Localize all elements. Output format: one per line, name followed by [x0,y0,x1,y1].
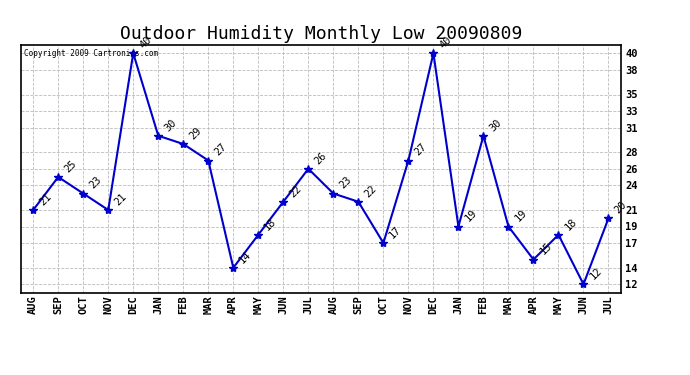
Text: 21: 21 [112,191,128,207]
Text: 30: 30 [488,117,504,133]
Text: 40: 40 [137,34,153,51]
Text: 23: 23 [88,175,103,191]
Text: 26: 26 [313,150,328,166]
Text: 19: 19 [513,208,529,224]
Text: 18: 18 [262,216,278,232]
Text: 21: 21 [37,191,53,207]
Text: 18: 18 [562,216,578,232]
Title: Outdoor Humidity Monthly Low 20090809: Outdoor Humidity Monthly Low 20090809 [119,26,522,44]
Text: 40: 40 [437,34,453,51]
Text: 22: 22 [362,183,378,199]
Text: Copyright 2009 Cartronics.com: Copyright 2009 Cartronics.com [23,49,158,58]
Text: 12: 12 [588,266,604,282]
Text: 20: 20 [613,200,629,216]
Text: 29: 29 [188,125,204,141]
Text: 15: 15 [538,241,553,257]
Text: 19: 19 [462,208,478,224]
Text: 27: 27 [213,142,228,158]
Text: 25: 25 [62,158,78,174]
Text: 27: 27 [413,142,428,158]
Text: 30: 30 [162,117,178,133]
Text: 23: 23 [337,175,353,191]
Text: 22: 22 [288,183,304,199]
Text: 14: 14 [237,249,253,265]
Text: 17: 17 [388,224,404,240]
